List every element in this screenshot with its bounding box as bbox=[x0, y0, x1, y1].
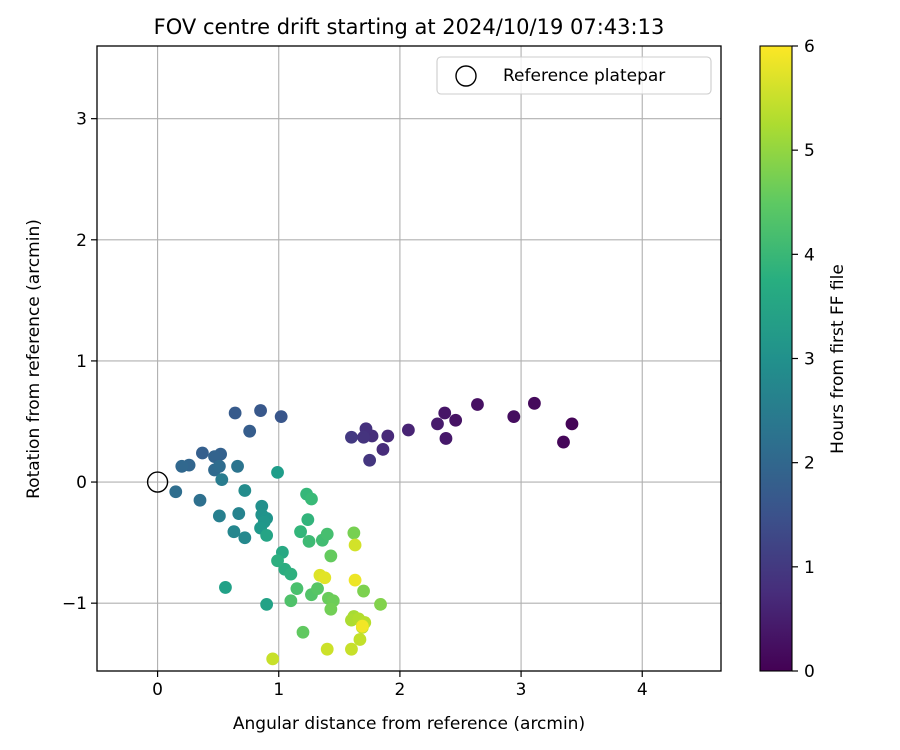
data-points bbox=[169, 396, 579, 666]
data-point bbox=[215, 473, 229, 487]
grid-lines bbox=[97, 46, 721, 671]
reference-platepar-marker bbox=[146, 471, 169, 493]
data-point bbox=[320, 642, 334, 656]
data-point bbox=[438, 406, 452, 420]
legend-marker-icon bbox=[455, 65, 477, 87]
data-point bbox=[284, 594, 298, 608]
data-point bbox=[353, 633, 367, 646]
x-tick-label: 0 bbox=[152, 680, 163, 700]
data-point bbox=[381, 429, 395, 443]
data-point bbox=[345, 430, 358, 444]
data-point bbox=[324, 549, 338, 563]
colorbar-tick-label: 1 bbox=[804, 558, 815, 578]
colorbar-tick-label: 6 bbox=[804, 37, 815, 57]
data-point bbox=[175, 459, 189, 473]
legend-entry-label: Reference platepar bbox=[503, 66, 665, 86]
data-point bbox=[311, 582, 324, 596]
data-point bbox=[320, 527, 334, 541]
data-point bbox=[228, 406, 242, 420]
data-point bbox=[260, 528, 274, 542]
data-point bbox=[401, 423, 415, 437]
data-point bbox=[357, 584, 370, 598]
data-point bbox=[271, 554, 284, 568]
data-point bbox=[348, 538, 362, 552]
data-point bbox=[348, 573, 362, 587]
data-point bbox=[318, 571, 332, 585]
data-point bbox=[260, 597, 274, 611]
x-tick-label: 1 bbox=[273, 680, 284, 700]
data-point bbox=[274, 410, 288, 424]
colorbar-label: Hours from first FF file bbox=[828, 264, 848, 454]
data-point bbox=[507, 410, 521, 424]
data-point bbox=[302, 534, 316, 548]
x-axis-label: Angular distance from reference (arcmin) bbox=[233, 714, 585, 734]
data-point bbox=[290, 582, 304, 596]
y-tick-label: 1 bbox=[76, 352, 87, 372]
data-point bbox=[238, 484, 252, 497]
colorbar-tick-label: 3 bbox=[804, 350, 815, 370]
colorbar-ticks: 0 1 2 3 4 5 6 bbox=[792, 37, 815, 682]
plot-area-frame bbox=[96, 45, 722, 672]
data-point bbox=[301, 513, 315, 526]
data-point bbox=[557, 435, 570, 449]
colorbar-gradient bbox=[759, 45, 793, 672]
y-axis-label: Rotation from reference (arcmin) bbox=[24, 219, 44, 499]
data-point bbox=[254, 404, 267, 417]
chart-title: FOV centre drift starting at 2024/10/19 … bbox=[154, 15, 665, 39]
data-point bbox=[363, 453, 377, 467]
data-point bbox=[357, 430, 370, 444]
data-point bbox=[232, 507, 246, 520]
legend-box bbox=[436, 56, 712, 95]
data-point bbox=[208, 450, 221, 464]
y-tick-label: −1 bbox=[62, 594, 87, 614]
data-point bbox=[243, 424, 257, 438]
data-point bbox=[565, 417, 579, 431]
data-point bbox=[345, 642, 358, 656]
y-tick-label: 3 bbox=[76, 110, 87, 130]
data-point bbox=[212, 459, 226, 473]
data-point bbox=[212, 509, 226, 523]
data-point bbox=[347, 526, 361, 540]
data-point bbox=[439, 432, 453, 445]
data-point bbox=[528, 396, 541, 410]
colorbar-tick-label: 4 bbox=[804, 245, 815, 265]
data-point bbox=[296, 625, 310, 639]
data-point bbox=[169, 485, 183, 499]
data-point bbox=[471, 398, 484, 411]
data-point bbox=[431, 417, 444, 431]
data-point bbox=[355, 619, 369, 633]
colorbar: 0 1 2 3 4 5 6 Hours from first FF file bbox=[759, 37, 848, 682]
data-point bbox=[196, 446, 209, 460]
legend: Reference platepar bbox=[436, 56, 712, 95]
x-axis-ticks: 0 1 2 3 4 bbox=[152, 671, 648, 700]
data-point bbox=[324, 602, 338, 616]
x-tick-label: 3 bbox=[516, 680, 527, 700]
data-point bbox=[193, 493, 207, 507]
data-point bbox=[294, 525, 307, 539]
data-point bbox=[219, 581, 232, 594]
colorbar-tick-label: 0 bbox=[804, 662, 815, 682]
y-axis-ticks: −1 0 1 2 3 bbox=[62, 110, 97, 614]
y-tick-label: 2 bbox=[76, 231, 87, 251]
x-tick-label: 2 bbox=[394, 680, 405, 700]
data-point bbox=[271, 465, 284, 479]
data-point bbox=[227, 525, 241, 539]
data-point bbox=[284, 567, 298, 581]
data-point bbox=[374, 597, 387, 611]
data-point bbox=[376, 442, 390, 456]
y-tick-label: 0 bbox=[76, 473, 87, 493]
data-point bbox=[449, 413, 463, 427]
data-point bbox=[231, 459, 244, 473]
data-point bbox=[305, 492, 318, 506]
x-tick-label: 4 bbox=[637, 680, 648, 700]
reference-marker-layer bbox=[146, 471, 169, 493]
data-point bbox=[238, 531, 252, 545]
colorbar-tick-label: 2 bbox=[804, 454, 815, 474]
colorbar-tick-label: 5 bbox=[804, 141, 815, 161]
data-point bbox=[266, 652, 280, 666]
